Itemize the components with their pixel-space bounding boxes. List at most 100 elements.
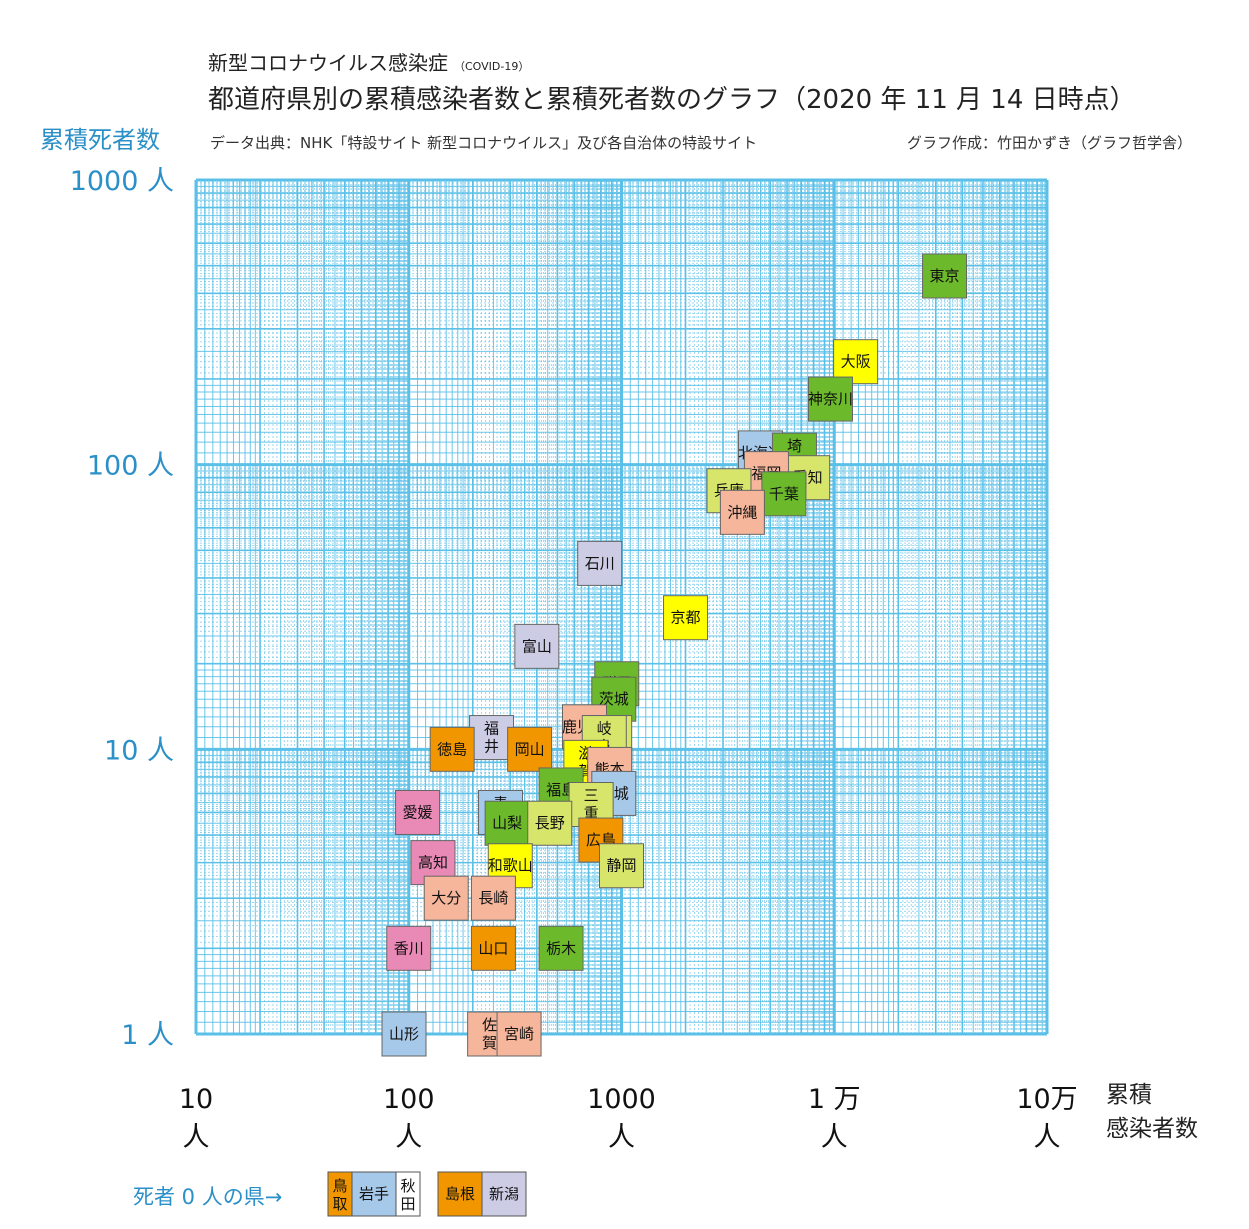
point-label: 井: [484, 738, 499, 756]
zero-deaths-item: 島根: [437, 1171, 483, 1217]
point-label: 愛媛: [403, 803, 433, 821]
data-point: 神奈川: [807, 376, 853, 422]
point-label: 大阪: [841, 353, 871, 371]
point-marker: [527, 800, 573, 846]
point-label: 高知: [418, 854, 448, 872]
point-label: 長野: [535, 814, 565, 832]
x-tick-unit: 人: [183, 1122, 210, 1153]
x-tick-label: 1 万: [808, 1084, 861, 1115]
point-label: 岡山: [515, 740, 545, 758]
data-point: 静岡: [599, 843, 644, 889]
data-point: 山形: [381, 1011, 427, 1057]
point-label: 茨城: [599, 690, 629, 708]
x-tick-label: 100: [383, 1084, 435, 1115]
point-label: 石川: [585, 554, 615, 572]
point-marker: [807, 376, 853, 422]
point-label: 宮崎: [504, 1025, 534, 1043]
point-label: 岐: [597, 720, 612, 738]
point-marker: [386, 925, 432, 971]
point-label: 長崎: [478, 889, 508, 907]
x-tick-label: 10: [179, 1084, 213, 1115]
point-label: 静岡: [606, 857, 636, 875]
zero-item-label: 田: [400, 1195, 415, 1213]
point-label: 沖縄: [727, 503, 757, 521]
zero-item-box: [481, 1171, 527, 1217]
y-tick-labels: 1000 人 100 人 10 人 1 人: [70, 166, 174, 1051]
zero-item-box: [351, 1171, 397, 1217]
point-marker: [577, 540, 623, 586]
y-axis-label: 累積死者数: [40, 126, 160, 154]
point-label: 埼: [787, 437, 802, 455]
data-points: 東京大阪神奈川北海道埼玉愛知福岡千葉兵庫沖縄石川京都富山群馬茨城鹿児島奈良岐阜福…: [381, 253, 968, 1057]
data-point: 岡山: [507, 726, 553, 772]
point-marker: [470, 925, 516, 971]
point-label: 神奈川: [808, 390, 853, 408]
zero-item-label: 新潟: [489, 1185, 519, 1203]
y-tick-label: 100 人: [87, 451, 174, 482]
data-source: データ出典：NHK「特設サイト 新型コロナウイルス」及び各自治体の特設サイト: [210, 134, 757, 152]
point-label: 福島: [546, 781, 576, 799]
data-point: 大分: [423, 875, 469, 921]
point-label: 香川: [394, 939, 424, 957]
data-point: 徳島: [429, 726, 475, 772]
zero-deaths-label: 死者 0 人の県→: [133, 1185, 282, 1209]
point-label: 福: [484, 720, 499, 738]
zero-item-box: [395, 1171, 421, 1217]
data-point: 福井: [469, 715, 515, 761]
data-point: 大阪: [833, 339, 879, 385]
point-marker: [470, 875, 516, 921]
point-marker: [429, 726, 475, 772]
point-label: 山形: [389, 1025, 419, 1043]
point-label: 和歌山: [488, 857, 533, 875]
header-line1-sub: （COVID-19）: [454, 60, 529, 73]
x-axis-label: 累積 感染者数: [1106, 1082, 1198, 1142]
data-point: 京都: [663, 595, 709, 641]
data-point: 長野: [527, 800, 573, 846]
zero-item-label: 鳥: [332, 1177, 347, 1195]
point-label: 佐: [482, 1016, 497, 1034]
point-label: 栃木: [546, 939, 576, 957]
chart-header: 新型コロナウイルス感染症 （COVID-19） 都道府県別の累積感染者数と累積死者…: [208, 51, 1192, 152]
y-tick-label: 1000 人: [70, 166, 174, 197]
chart-title: 都道府県別の累積感染者数と累積死者数のグラフ（2020 年 11 月 14 日時…: [208, 85, 1136, 115]
point-marker: [514, 623, 560, 669]
x-tick-label: 1000: [587, 1084, 656, 1115]
point-marker: [507, 726, 553, 772]
point-marker: [469, 715, 515, 761]
point-marker: [663, 595, 709, 641]
point-marker: [423, 875, 469, 921]
data-point: 香川: [386, 925, 432, 971]
y-tick-label: 1 人: [121, 1020, 174, 1051]
point-marker: [381, 1011, 427, 1057]
data-point: 栃木: [538, 925, 584, 971]
data-point: 山梨: [484, 800, 530, 846]
point-marker: [599, 843, 644, 889]
zero-item-label: 秋: [400, 1177, 415, 1195]
header-line1: 新型コロナウイルス感染症 （COVID-19）: [208, 51, 529, 75]
x-tick-unit: 人: [395, 1122, 422, 1153]
point-label: 大分: [431, 889, 461, 907]
point-marker: [538, 925, 584, 971]
point-label: 山口: [478, 939, 508, 957]
data-point: 石川: [577, 540, 623, 586]
point-label: 賀: [482, 1034, 497, 1052]
point-label: 三: [584, 787, 599, 805]
data-point: 愛媛: [395, 789, 441, 835]
point-marker: [484, 800, 530, 846]
point-label: 京都: [671, 609, 701, 627]
point-label: 富山: [522, 637, 552, 655]
x-tick-label: 10万: [1016, 1084, 1077, 1115]
point-label: 山梨: [492, 814, 522, 832]
x-tick-unit: 人: [821, 1122, 848, 1153]
data-point: 和歌山: [488, 843, 533, 889]
zero-item-label: 岩手: [359, 1185, 389, 1203]
data-point: 沖縄: [719, 489, 765, 535]
author-credit: グラフ作成：竹田かずき（グラフ哲学舎）: [907, 134, 1192, 152]
point-label: 東京: [930, 267, 960, 285]
zero-deaths-item: 岩手: [351, 1171, 397, 1217]
y-tick-label: 10 人: [104, 735, 174, 766]
data-point: 富山: [514, 623, 560, 669]
x-axis-label-line1: 累積: [1106, 1082, 1152, 1108]
point-marker: [496, 1011, 542, 1057]
